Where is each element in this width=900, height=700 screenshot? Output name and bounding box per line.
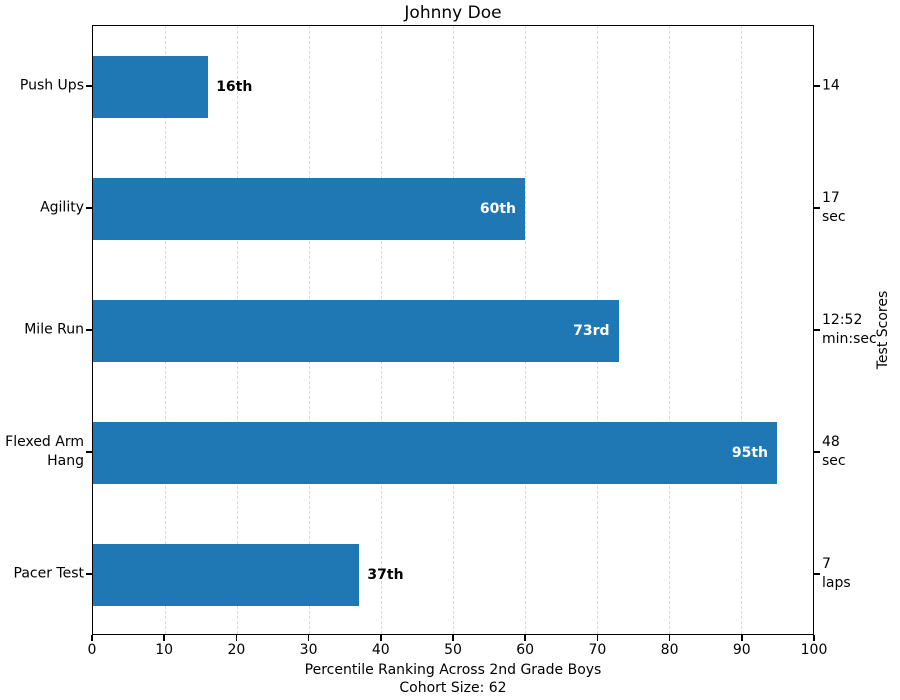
left-tick (86, 85, 92, 87)
right-tick (814, 85, 820, 87)
bar-agility: 60th (93, 178, 525, 240)
right-axis-title: Test Scores (875, 290, 891, 370)
bar-flexed-arm-hang: 95th (93, 422, 777, 484)
gridline-90 (741, 26, 742, 634)
x-tick-label: 50 (444, 642, 462, 658)
bar-value-label: 16th (216, 79, 253, 95)
x-tick-label: 90 (732, 642, 751, 658)
gridline-80 (669, 26, 670, 634)
x-tick (813, 635, 815, 641)
category-label: Pacer Test (13, 565, 84, 582)
category-label: Mile Run (24, 321, 84, 338)
x-tick-label: 40 (371, 642, 390, 658)
bar-value-label: 37th (367, 567, 404, 583)
x-tick (91, 635, 93, 641)
x-tick-label: 100 (800, 642, 828, 658)
x-tick-label: 0 (87, 642, 97, 658)
x-tick (741, 635, 743, 641)
bar-value-label: 95th (731, 445, 768, 461)
x-tick (524, 635, 526, 641)
x-tick (235, 635, 238, 641)
right-tick (814, 207, 820, 209)
right-tick (814, 329, 820, 331)
category-label: Agility (40, 199, 84, 216)
chart-title: Johnny Doe (404, 3, 502, 23)
left-tick (86, 451, 92, 453)
bar-mile-run: 73rd (93, 300, 619, 362)
x-tick (307, 635, 310, 641)
bar-value-label: 73rd (573, 323, 610, 339)
bars-layer: 16th 60th 73rd 95th 37th (93, 26, 813, 634)
x-axis-label: Percentile Ranking Across 2nd Grade Boys (304, 662, 602, 678)
x-tick (596, 635, 599, 641)
score-label: 14 (822, 77, 840, 94)
score-label: 7 laps (822, 556, 851, 591)
x-tick (163, 635, 165, 641)
x-tick (668, 635, 671, 641)
right-tick (814, 573, 820, 575)
category-label: Push Ups (19, 77, 84, 94)
x-tick (380, 635, 382, 641)
right-tick (814, 451, 820, 453)
score-label: 48 sec (822, 434, 846, 469)
left-tick (86, 207, 92, 209)
left-tick (86, 573, 92, 575)
x-tick-label: 70 (588, 642, 607, 658)
plot-area: 16th 60th 73rd 95th 37th (92, 25, 814, 635)
bar-push-ups (93, 56, 209, 118)
bar-pacer-test (93, 544, 360, 606)
x-tick (452, 635, 454, 641)
score-label: 12:52 min:sec (822, 312, 877, 347)
cohort-size-label: Cohort Size: 62 (399, 680, 507, 696)
bar-value-label: 60th (479, 201, 516, 217)
x-tick-label: 20 (227, 642, 246, 658)
score-label: 17 sec (822, 190, 846, 225)
x-tick-label: 80 (660, 642, 679, 658)
category-label: Flexed Arm Hang (5, 434, 84, 469)
x-tick-label: 10 (155, 642, 174, 658)
x-tick-label: 30 (299, 642, 318, 658)
x-tick-label: 60 (516, 642, 535, 658)
left-tick (86, 329, 92, 331)
